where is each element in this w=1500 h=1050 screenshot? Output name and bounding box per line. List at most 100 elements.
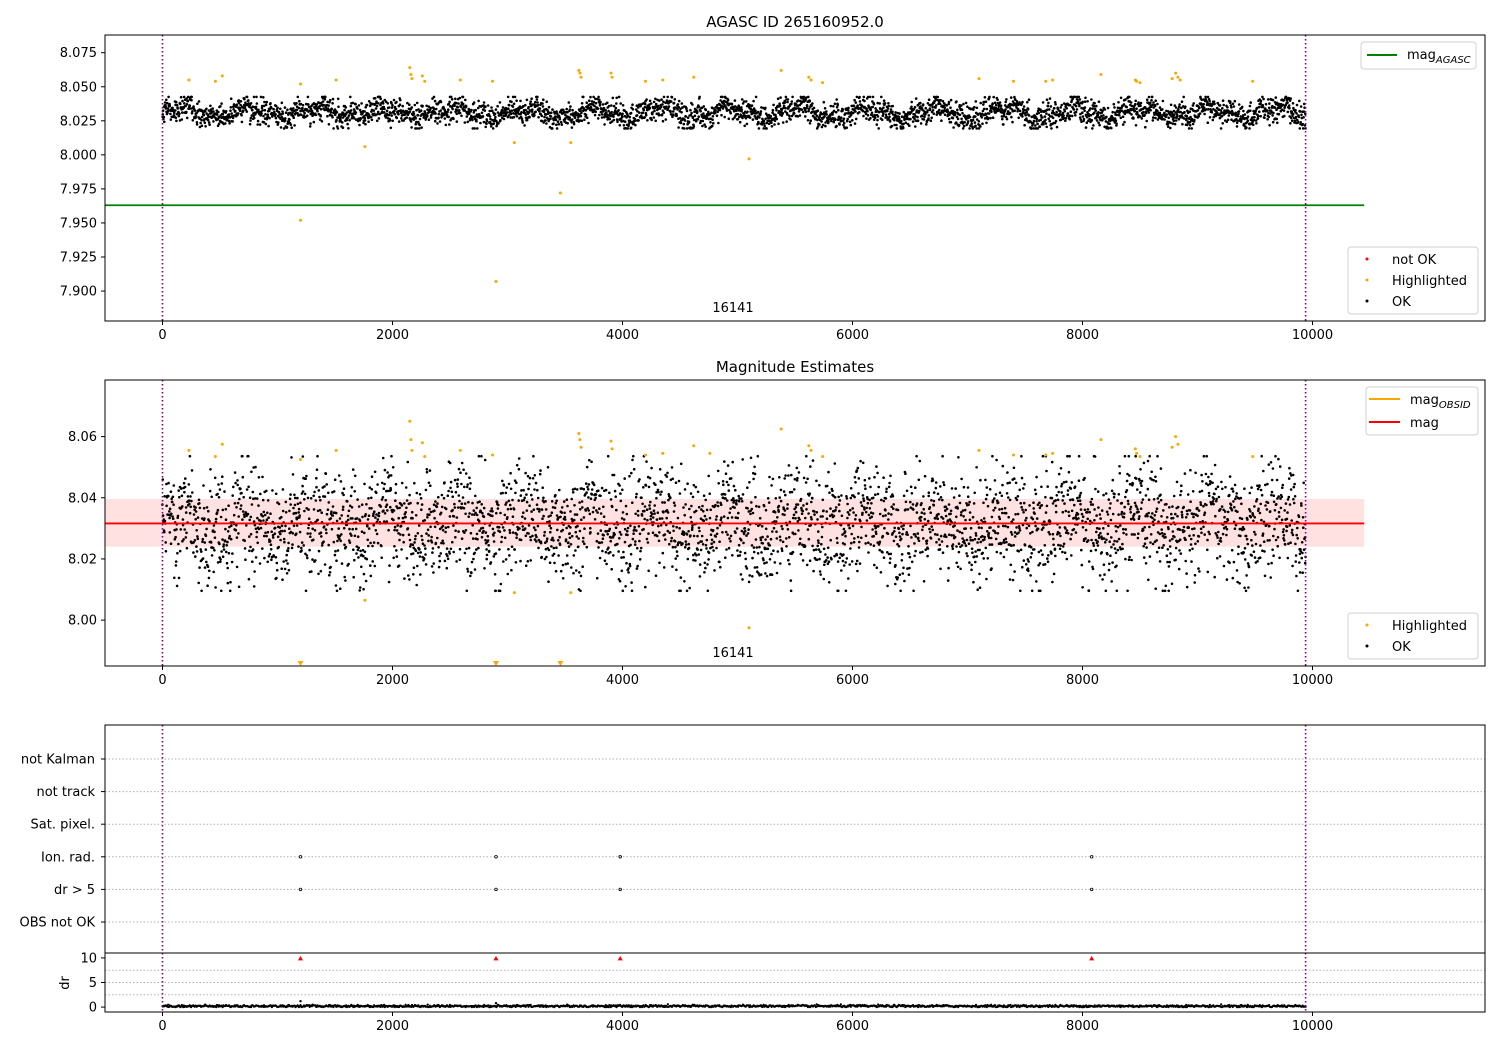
- p1-ok-point: [785, 120, 788, 123]
- p2-ok-point: [330, 527, 334, 531]
- p2-ok-point: [371, 544, 374, 548]
- p1-ok-point: [999, 104, 1003, 107]
- p2-ok-point: [237, 532, 240, 535]
- p1-ok-point: [438, 120, 442, 123]
- p2-ok-point: [265, 489, 268, 493]
- p1-ok-point: [642, 108, 646, 112]
- p1-ok-point: [554, 118, 558, 122]
- p2-ok-point: [351, 468, 355, 471]
- p2-ok-point: [550, 511, 554, 514]
- p2-ok-point: [454, 536, 457, 539]
- p2-ok-point: [457, 530, 460, 533]
- p2-ok-point: [386, 509, 389, 512]
- p2-ok-point: [487, 549, 491, 553]
- p1-ok-point: [1180, 100, 1184, 103]
- p1-ok-point: [1059, 106, 1062, 109]
- p2-ok-point: [448, 515, 452, 518]
- p1-xtick-label: 6000: [836, 328, 869, 343]
- p2-ok-point: [373, 510, 376, 513]
- p1-ok-point: [181, 111, 184, 114]
- p2-ok-point: [347, 562, 350, 566]
- p2-ok-point: [455, 560, 458, 563]
- p2-ok-point: [177, 489, 180, 492]
- p1-ok-point: [463, 121, 467, 124]
- p2-ok-point: [185, 531, 188, 535]
- legend-ok-marker: [1365, 299, 1369, 303]
- p1-ok-point: [351, 101, 355, 105]
- p1-ok-point: [1203, 112, 1206, 116]
- p2-ok-point: [213, 536, 217, 539]
- p1-ok-point: [439, 100, 443, 104]
- p1-ok-point: [591, 110, 595, 114]
- p2-ok-point: [558, 488, 561, 492]
- p1-ok-point: [541, 102, 544, 105]
- p1-ok-point: [961, 127, 965, 130]
- p1-ok-point: [847, 109, 850, 112]
- p2-ok-point: [327, 491, 330, 495]
- p1-ok-point: [833, 102, 837, 106]
- p1-ok-point: [437, 112, 441, 116]
- p1-ok-point: [547, 105, 551, 109]
- p1-ok-point: [550, 127, 554, 130]
- p1-ok-point: [285, 111, 288, 114]
- p1-ok-point: [1023, 123, 1026, 127]
- p2-ok-point: [498, 530, 502, 533]
- p1-ok-point: [878, 110, 881, 114]
- p1-ok-point: [597, 95, 600, 99]
- p1-ok-point: [241, 109, 245, 112]
- p1-ok-point: [847, 106, 850, 110]
- p1-ok-point: [1282, 99, 1285, 102]
- p1-ok-point: [771, 108, 775, 112]
- p1-ok-point: [1218, 104, 1222, 107]
- p1-ok-point: [528, 116, 531, 119]
- p2-ok-point: [485, 548, 488, 551]
- p2-ok-point: [411, 517, 414, 520]
- p1-ok-point: [974, 124, 977, 128]
- p2-ok-point: [340, 533, 343, 536]
- p2-ok-point: [344, 545, 348, 549]
- p2-ok-point: [188, 454, 192, 458]
- p2-ok-point: [201, 540, 204, 543]
- p1-ok-point: [1149, 108, 1152, 112]
- p2-ok-point: [565, 526, 568, 530]
- p2-ok-point: [424, 488, 428, 492]
- p2-ok-point: [363, 482, 366, 486]
- p1-ok-point: [228, 116, 232, 119]
- p1-ok-point: [1151, 103, 1154, 107]
- p1-ok-point: [489, 117, 492, 121]
- p1-ok-point: [335, 111, 339, 114]
- p2-ok-point: [168, 516, 171, 520]
- p2-ok-point: [535, 503, 539, 507]
- p2-ok-point: [400, 504, 404, 507]
- p2-ok-point: [275, 561, 279, 565]
- p1-ok-point: [395, 116, 399, 120]
- p2-ok-point: [266, 511, 269, 515]
- p2-ok-point: [420, 508, 423, 512]
- p1-ok-point: [1211, 118, 1215, 122]
- p2-ok-point: [383, 468, 387, 472]
- p2-ok-point: [192, 551, 195, 554]
- p1-ok-point: [650, 118, 653, 122]
- p1-ok-point: [821, 123, 825, 127]
- p2-ok-point: [400, 481, 404, 485]
- p2-ok-point: [522, 488, 525, 492]
- p2-ok-point: [389, 474, 393, 477]
- p2-ok-point: [569, 543, 573, 546]
- p1-ok-point: [1226, 106, 1229, 109]
- p2-ok-point: [266, 560, 270, 564]
- p1-ok-point: [722, 102, 725, 106]
- p1-ok-point: [377, 117, 381, 120]
- p2-ok-point: [463, 531, 466, 534]
- p1-ok-point: [266, 115, 270, 118]
- p2-ok-point: [280, 529, 284, 533]
- p2-ok-point: [183, 485, 187, 489]
- p1-ok-point: [454, 97, 457, 101]
- p1-ok-point: [736, 117, 740, 121]
- p1-ok-point: [589, 95, 592, 99]
- p2-ok-point: [261, 514, 265, 518]
- p1-ok-point: [414, 122, 418, 126]
- p1-ok-point: [279, 126, 283, 129]
- p1-highlighted-point: [610, 75, 614, 79]
- p2-ok-point: [485, 557, 489, 561]
- p2-ok-point: [468, 487, 472, 491]
